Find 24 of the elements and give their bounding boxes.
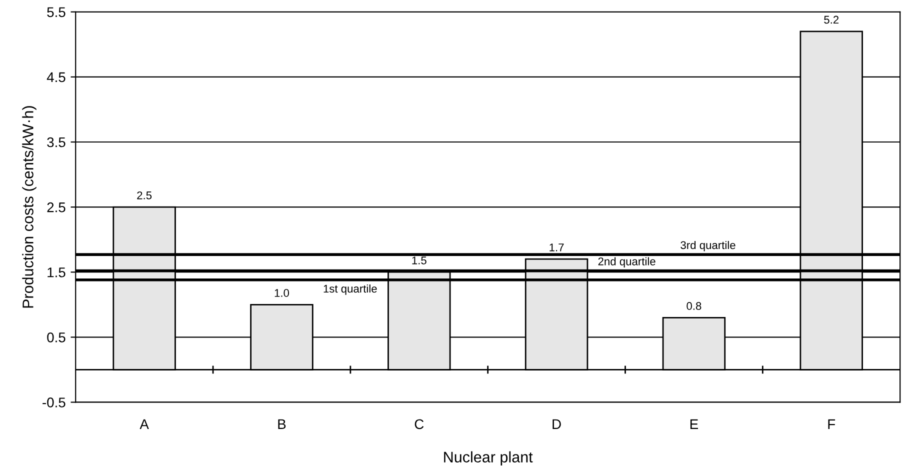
ref-line-label: 2nd quartile (598, 257, 656, 268)
ref-line-label: 3rd quartile (680, 240, 736, 252)
x-tick-label: C (414, 419, 424, 430)
y-tick-label: 4.5 (46, 72, 66, 82)
x-axis-title: Nuclear plant (444, 451, 533, 466)
y-tick-label: -0.5 (42, 398, 66, 408)
x-tick-label: E (690, 419, 698, 429)
data-label: 1.7 (550, 244, 564, 252)
x-tick-label: F (828, 419, 836, 429)
y-tick-label: 3.5 (47, 137, 66, 148)
y-tick-label: 1.5 (48, 268, 66, 278)
y-tick-label: 5.5 (47, 7, 66, 18)
data-label: 1.0 (274, 289, 290, 297)
x-tick-label: A (140, 419, 149, 429)
data-label: 0.8 (686, 302, 702, 310)
data-label: 2.5 (137, 191, 152, 200)
y-axis-title: Production costs (cents/kW·h) (22, 106, 36, 308)
data-label: 5.2 (824, 16, 839, 24)
y-tick-label: 2.5 (47, 202, 66, 212)
x-tick-label: B (278, 419, 286, 429)
ref-line-label: 1st quartile (324, 284, 377, 295)
data-label: 1.5 (412, 256, 426, 264)
x-tick-label: D (552, 419, 561, 429)
y-tick-label: 0.5 (47, 332, 66, 342)
